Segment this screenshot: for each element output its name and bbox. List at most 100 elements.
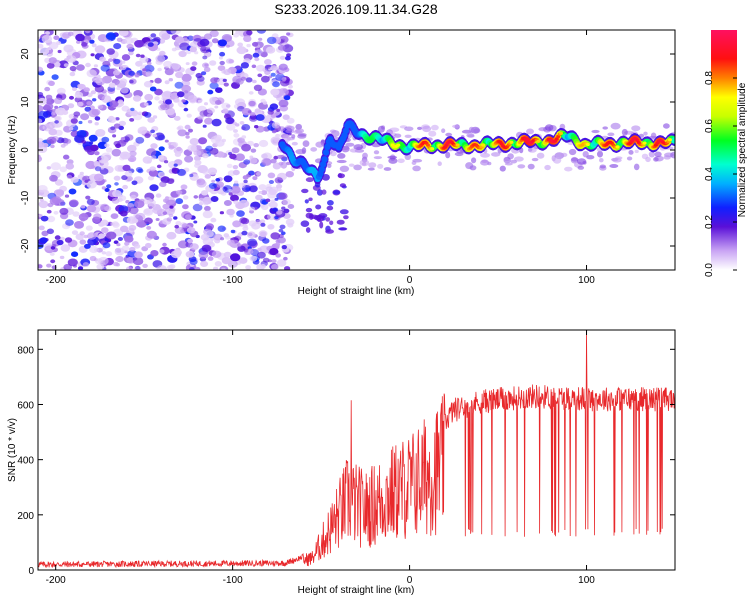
noise-speckle xyxy=(226,239,235,246)
noise-speckle xyxy=(50,162,61,171)
noise-speckle xyxy=(176,190,183,195)
noise-speckle xyxy=(144,64,155,73)
noise-speckle xyxy=(125,200,130,204)
noise-speckle xyxy=(329,220,334,226)
ridge-halo xyxy=(310,147,318,152)
noise-speckle xyxy=(215,178,221,182)
noise-speckle xyxy=(157,134,166,141)
noise-speckle xyxy=(69,65,77,72)
noise-speckle xyxy=(88,134,98,142)
noise-speckle xyxy=(137,168,144,174)
noise-speckle xyxy=(67,103,75,109)
noise-speckle xyxy=(56,189,64,196)
noise-speckle xyxy=(200,45,211,54)
ridge-halo xyxy=(397,158,405,164)
ridge-halo xyxy=(285,129,295,134)
noise-speckle xyxy=(215,100,222,105)
noise-speckle xyxy=(201,71,207,76)
noise-speckle xyxy=(112,134,117,138)
noise-speckle xyxy=(60,144,66,148)
noise-speckle xyxy=(169,205,174,209)
ridge-halo xyxy=(437,161,442,166)
noise-speckle xyxy=(240,76,247,81)
noise-speckle xyxy=(98,256,109,266)
noise-speckle xyxy=(256,171,262,176)
noise-speckle xyxy=(146,226,152,230)
noise-speckle xyxy=(135,53,141,58)
noise-speckle xyxy=(101,227,109,234)
noise-speckle xyxy=(154,96,160,101)
noise-speckle xyxy=(281,206,286,210)
noise-speckle xyxy=(205,223,214,230)
noise-speckle xyxy=(321,189,327,195)
noise-speckle xyxy=(105,147,113,153)
noise-speckle xyxy=(121,105,130,112)
noise-speckle xyxy=(67,31,74,37)
noise-speckle xyxy=(83,234,89,239)
noise-speckle xyxy=(264,59,272,65)
ridge-halo xyxy=(422,125,432,133)
noise-speckle xyxy=(319,221,324,229)
noise-speckle xyxy=(275,239,281,244)
noise-speckle xyxy=(149,184,159,192)
noise-speckle xyxy=(206,107,215,114)
noise-speckle xyxy=(242,175,249,180)
noise-speckle xyxy=(238,257,248,264)
noise-speckle xyxy=(68,188,77,195)
noise-speckle xyxy=(70,118,78,124)
noise-speckle xyxy=(38,264,43,269)
noise-speckle xyxy=(126,266,133,270)
noise-speckle xyxy=(226,208,235,216)
noise-speckle xyxy=(156,164,162,169)
noise-speckle xyxy=(171,167,177,172)
colorbar-tick-label: 0.6 xyxy=(704,119,715,133)
noise-speckle xyxy=(195,145,202,151)
noise-speckle xyxy=(197,75,205,82)
noise-speckle xyxy=(116,37,123,42)
noise-speckle xyxy=(135,60,143,67)
noise-speckle xyxy=(257,251,266,259)
noise-speckle xyxy=(220,191,227,196)
noise-speckle xyxy=(187,95,198,103)
ridge-halo xyxy=(663,155,671,160)
noise-speckle xyxy=(60,244,71,252)
noise-speckle xyxy=(181,85,192,93)
noise-speckle xyxy=(268,188,277,196)
noise-speckle xyxy=(131,218,139,224)
noise-speckle xyxy=(130,207,138,213)
noise-speckle xyxy=(128,70,135,76)
noise-speckle xyxy=(339,183,346,188)
noise-speckle xyxy=(191,61,198,66)
noise-speckle xyxy=(150,250,159,257)
noise-speckle xyxy=(268,180,274,184)
noise-speckle xyxy=(157,67,162,72)
noise-speckle xyxy=(183,195,189,200)
noise-speckle xyxy=(246,30,253,36)
noise-speckle xyxy=(84,106,92,112)
noise-speckle xyxy=(325,229,334,234)
ridge-cell xyxy=(324,143,331,150)
ridge-halo xyxy=(315,141,324,148)
chart-title: S233.2026.109.11.34.G28 xyxy=(274,1,437,17)
noise-speckle xyxy=(256,30,267,34)
noise-speckle xyxy=(202,153,209,159)
noise-speckle xyxy=(134,72,141,77)
noise-speckle xyxy=(113,261,119,267)
noise-speckle xyxy=(171,63,181,70)
noise-speckle xyxy=(68,126,74,131)
noise-speckle xyxy=(62,110,69,115)
noise-speckle xyxy=(100,219,109,226)
noise-speckle xyxy=(113,123,121,129)
noise-speckle xyxy=(106,231,117,240)
noise-speckle xyxy=(276,259,287,267)
ridge-halo xyxy=(383,167,392,171)
noise-speckle xyxy=(78,213,89,221)
noise-speckle xyxy=(211,118,222,127)
noise-speckle xyxy=(105,32,116,40)
ridge-halo xyxy=(663,123,670,129)
noise-speckle xyxy=(174,115,181,121)
noise-speckle xyxy=(186,113,192,118)
noise-speckle xyxy=(94,45,106,54)
noise-speckle xyxy=(194,267,201,270)
noise-speckle xyxy=(77,101,84,107)
